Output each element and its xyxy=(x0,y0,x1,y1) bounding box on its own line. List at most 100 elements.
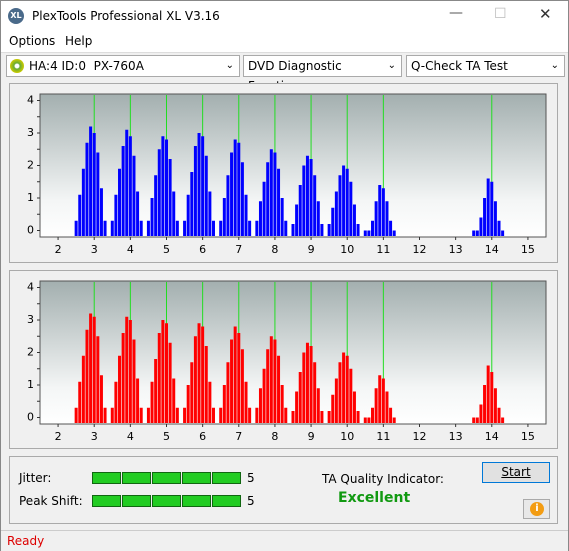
test-label: Q-Check TA Test xyxy=(411,59,508,73)
bar xyxy=(146,220,150,236)
peak-shift-value: 5 xyxy=(247,494,255,508)
x-tick-label: 4 xyxy=(127,243,134,256)
bar xyxy=(222,198,226,236)
jitter-value: 5 xyxy=(247,471,255,485)
bar xyxy=(475,417,479,423)
bar xyxy=(295,204,299,236)
bar xyxy=(313,362,317,423)
bar xyxy=(479,404,483,423)
bar xyxy=(352,391,356,423)
jitter-meter xyxy=(92,472,252,484)
test-select[interactable]: Q-Check TA Test ⌄ xyxy=(406,55,565,77)
x-tick-label: 13 xyxy=(449,243,463,256)
bar xyxy=(280,198,284,236)
bar xyxy=(298,185,302,236)
bar xyxy=(331,207,335,236)
x-tick-label: 7 xyxy=(235,430,242,443)
bar xyxy=(128,320,132,423)
bar xyxy=(114,381,118,423)
bar xyxy=(302,165,306,236)
bar xyxy=(168,342,172,423)
bar xyxy=(222,385,226,423)
bar xyxy=(497,407,501,423)
close-button[interactable]: ✕ xyxy=(539,5,552,23)
y-tick-label: 3 xyxy=(27,313,34,326)
bar xyxy=(363,417,367,423)
bar xyxy=(193,336,197,423)
bar xyxy=(193,146,197,236)
drive-select[interactable]: HA:4 ID:0 PX-760A ⌄ xyxy=(6,55,240,77)
bar xyxy=(302,352,306,423)
bar xyxy=(277,355,281,423)
function-select[interactable]: DVD Diagnostic Functions⌄ xyxy=(243,55,402,93)
bar xyxy=(226,175,230,236)
bar xyxy=(248,407,252,423)
x-tick-label: 9 xyxy=(308,243,315,256)
bar xyxy=(233,139,237,236)
app-icon: XL xyxy=(8,8,24,24)
bar xyxy=(490,372,494,423)
bar xyxy=(103,407,107,423)
x-tick-label: 4 xyxy=(127,430,134,443)
bar xyxy=(331,394,335,423)
bar xyxy=(237,142,241,236)
start-label: Start xyxy=(501,465,531,479)
bar xyxy=(165,323,168,423)
menu-item[interactable]: Help xyxy=(65,34,93,48)
bar xyxy=(262,181,266,236)
info-button[interactable]: i xyxy=(523,499,550,519)
bar xyxy=(367,417,371,423)
bar xyxy=(273,152,277,236)
maximize-button[interactable]: ☐ xyxy=(494,6,507,22)
bar xyxy=(157,333,161,423)
bar xyxy=(168,159,172,236)
bar xyxy=(349,181,353,236)
bar xyxy=(161,136,165,236)
y-tick-label: 0 xyxy=(27,224,34,237)
bar xyxy=(183,407,187,423)
bar xyxy=(371,407,375,423)
bar xyxy=(493,201,497,236)
bar xyxy=(81,168,85,236)
bar xyxy=(316,201,320,236)
bar xyxy=(165,139,168,236)
x-tick-label: 12 xyxy=(413,243,427,256)
y-tick-label: 4 xyxy=(27,94,34,107)
bar xyxy=(230,152,234,236)
bar xyxy=(338,362,342,423)
bar xyxy=(316,388,320,423)
bar xyxy=(208,191,212,236)
bar xyxy=(172,378,176,423)
x-tick-label: 8 xyxy=(271,430,278,443)
bar xyxy=(96,152,100,236)
bar xyxy=(121,333,125,423)
bar xyxy=(110,220,114,236)
start-button[interactable]: Start xyxy=(482,462,550,483)
bar xyxy=(378,375,382,423)
y-tick-label: 4 xyxy=(27,281,34,294)
bar xyxy=(269,336,273,423)
bar xyxy=(139,407,143,423)
menu-item[interactable]: Options xyxy=(9,34,56,48)
x-tick-label: 6 xyxy=(199,430,206,443)
bar xyxy=(389,220,393,236)
bar xyxy=(334,191,338,236)
bar xyxy=(262,368,266,423)
bar xyxy=(490,181,494,236)
bar xyxy=(483,198,487,236)
y-tick-label: 2 xyxy=(27,159,34,172)
y-tick-label: 3 xyxy=(27,126,34,139)
bar xyxy=(258,388,262,423)
meter-block xyxy=(182,472,211,484)
bar xyxy=(233,326,237,423)
bar xyxy=(378,185,382,236)
meter-block xyxy=(92,472,121,484)
minimize-button[interactable]: — xyxy=(449,5,463,21)
bar xyxy=(211,220,215,236)
bar xyxy=(334,378,338,423)
bar xyxy=(132,155,136,236)
x-tick-label: 2 xyxy=(55,430,62,443)
bar xyxy=(161,320,165,423)
bar xyxy=(186,385,190,423)
